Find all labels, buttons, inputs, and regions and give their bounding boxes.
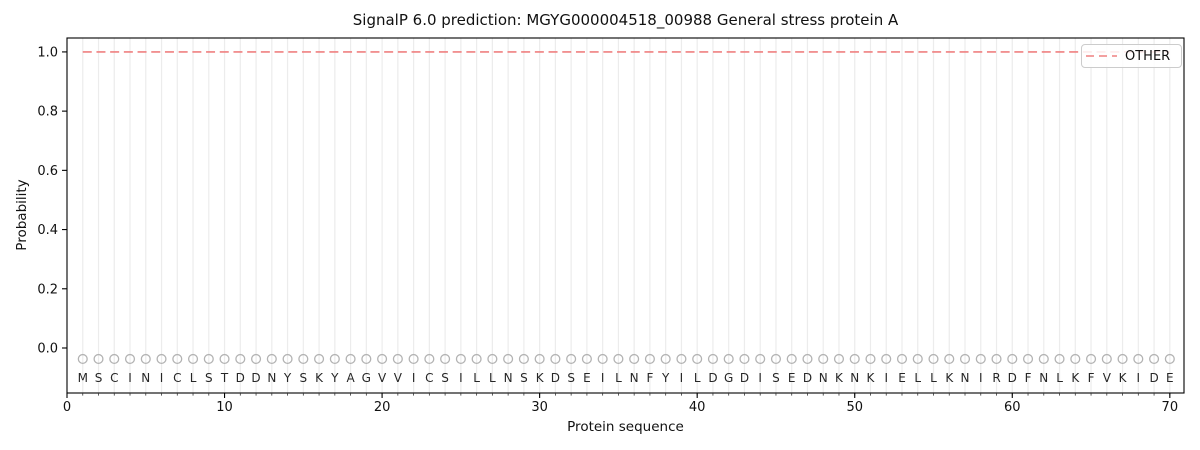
chart-title: SignalP 6.0 prediction: MGYG000004518_00… <box>352 11 899 29</box>
sequence-letter: Y <box>330 371 339 385</box>
sequence-letter: E <box>583 371 591 385</box>
sequence-letter: N <box>961 371 970 385</box>
sequence-letter: I <box>412 371 416 385</box>
sequence-letter: L <box>1056 371 1063 385</box>
sequence-letter: F <box>1025 371 1032 385</box>
sequence-letter: I <box>758 371 762 385</box>
y-tick-label: 0.2 <box>37 282 58 297</box>
sequence-letter: S <box>772 371 780 385</box>
x-tick-label: 0 <box>63 400 71 415</box>
sequence-letter: K <box>1071 371 1080 385</box>
legend-label-other: OTHER <box>1125 48 1171 64</box>
sequence-letter: K <box>1119 371 1128 385</box>
sequence-letter: M <box>78 371 88 385</box>
sequence-letter: D <box>1008 371 1017 385</box>
sequence-letter: G <box>362 371 371 385</box>
sequence-letter: L <box>473 371 480 385</box>
sequence-letter: F <box>646 371 653 385</box>
y-tick-label: 0.6 <box>37 164 58 179</box>
sequence-letter: N <box>504 371 513 385</box>
sequence-letter: K <box>315 371 324 385</box>
x-tick-label: 60 <box>1004 400 1021 415</box>
sequence-letter: N <box>630 371 639 385</box>
x-tick-label: 10 <box>216 400 233 415</box>
sequence-letter: T <box>220 371 229 385</box>
y-tick-label: 0.0 <box>37 341 58 356</box>
sequence-letter: K <box>835 371 844 385</box>
sequence-letter: D <box>251 371 260 385</box>
sequence-letter: F <box>1088 371 1095 385</box>
x-axis-label: Protein sequence <box>567 419 684 435</box>
sequence-letter: L <box>489 371 496 385</box>
sequence-letter: S <box>441 371 449 385</box>
x-tick-label: 30 <box>531 400 548 415</box>
sequence-letter: C <box>173 371 181 385</box>
sequence-letter: I <box>601 371 605 385</box>
x-tick-label: 20 <box>374 400 391 415</box>
sequence-letter: C <box>110 371 118 385</box>
sequence-letter: K <box>945 371 954 385</box>
axes-spines <box>66 37 1185 394</box>
y-tick-label: 1.0 <box>37 45 58 60</box>
sequence-letter: N <box>141 371 150 385</box>
sequence-letter: N <box>850 371 859 385</box>
sequence-letter: I <box>459 371 463 385</box>
sequence-letter: L <box>930 371 937 385</box>
sequence-letter: G <box>724 371 733 385</box>
sequence-letter: I <box>680 371 684 385</box>
x-tick-label: 70 <box>1162 400 1179 415</box>
legend-dashed-line-icon <box>1086 55 1117 57</box>
y-tick-label: 0.8 <box>37 105 58 120</box>
sequence-letter: E <box>788 371 796 385</box>
x-tick-label: 40 <box>689 400 706 415</box>
y-tick-label: 0.4 <box>37 223 58 238</box>
sequence-letter: D <box>236 371 245 385</box>
sequence-letter: I <box>1137 371 1141 385</box>
sequence-letter: S <box>205 371 213 385</box>
sequence-letter: D <box>803 371 812 385</box>
sequence-letter: I <box>979 371 983 385</box>
sequence-letter: L <box>190 371 197 385</box>
sequence-letter: V <box>1103 371 1112 385</box>
sequence-letter: R <box>992 371 1000 385</box>
sequence-letter: N <box>819 371 828 385</box>
x-gridlines <box>82 38 1171 393</box>
sequence-letter: S <box>520 371 528 385</box>
sequence-letter: K <box>536 371 545 385</box>
sequence-letter: D <box>551 371 560 385</box>
sequence-letter: I <box>884 371 888 385</box>
sequence-letter: V <box>378 371 387 385</box>
sequence-letter: D <box>708 371 717 385</box>
sequence-letter: Y <box>661 371 670 385</box>
sequence-letter: E <box>898 371 906 385</box>
sequence-letter: D <box>740 371 749 385</box>
sequence-letter: L <box>615 371 622 385</box>
sequence-letter: N <box>267 371 276 385</box>
sequence-letter: A <box>346 371 355 385</box>
sequence-letter: V <box>394 371 403 385</box>
x-tick-label: 50 <box>846 400 863 415</box>
x-axis-ticks: 0 10 20 30 40 50 60 70 <box>63 393 1178 415</box>
sequence-letter: E <box>1166 371 1174 385</box>
sequence-letter: I <box>128 371 132 385</box>
sequence-letter: S <box>567 371 575 385</box>
residue-markers <box>77 353 1175 365</box>
sequence-letter: N <box>1039 371 1048 385</box>
sequence-letter: K <box>867 371 876 385</box>
sequence-letter: D <box>1149 371 1158 385</box>
sequence-letter: L <box>914 371 921 385</box>
sequence-letter: S <box>95 371 103 385</box>
sequence-letter: C <box>425 371 433 385</box>
sequence-letter: I <box>160 371 164 385</box>
sequence-letter: L <box>694 371 701 385</box>
y-axis-ticks: 0.0 0.2 0.4 0.6 0.8 1.0 <box>37 45 67 356</box>
sequence-letter: S <box>300 371 308 385</box>
sequence-letter: Y <box>283 371 292 385</box>
legend: OTHER <box>1081 44 1182 68</box>
